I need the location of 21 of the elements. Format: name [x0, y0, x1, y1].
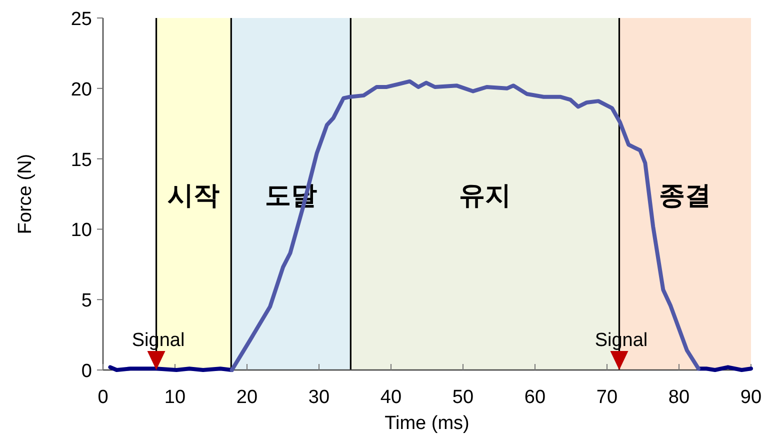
x-tick-label: 90: [740, 387, 762, 408]
y-axis-title: Force (N): [15, 154, 36, 234]
x-axis-title: Time (ms): [384, 413, 470, 434]
x-tick-label: 50: [452, 387, 474, 408]
x-tick-label: 0: [98, 387, 108, 408]
band-label: 시작: [168, 180, 220, 210]
y-tick-label: 10: [70, 220, 92, 242]
y-tick-label: 20: [70, 79, 92, 100]
x-tick-label: 30: [308, 387, 330, 408]
band-label: 유지: [458, 180, 511, 210]
x-tick-label: 80: [668, 387, 690, 408]
y-tick-label: 25: [70, 9, 92, 30]
x-tick-label: 20: [236, 387, 258, 408]
x-tick-label: 10: [164, 387, 186, 408]
x-tick-label: 40: [380, 387, 402, 408]
x-tick-label: 70: [596, 387, 618, 408]
band-label: 종결: [659, 180, 712, 210]
x-tick-label: 60: [524, 387, 546, 408]
y-tick-label: 0: [81, 361, 92, 382]
y-tick-label: 5: [81, 290, 92, 312]
y-tick-label: 15: [70, 150, 92, 171]
